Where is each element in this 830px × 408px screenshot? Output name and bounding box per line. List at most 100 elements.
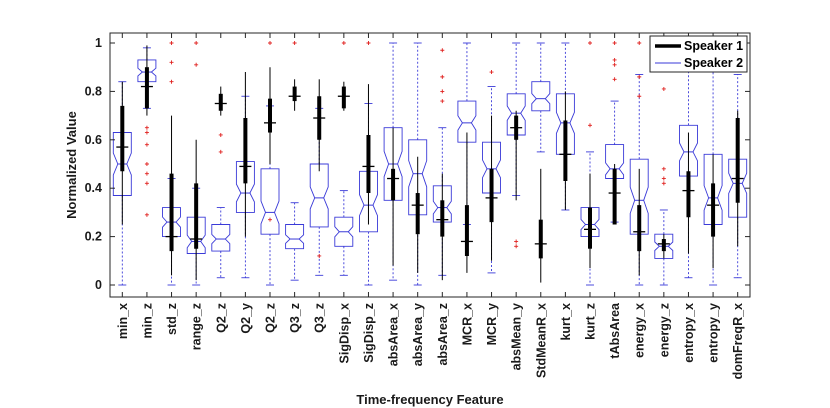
speaker2-box — [334, 216, 354, 247]
legend-label-speaker1: Speaker 1 — [684, 39, 743, 53]
plot-area — [110, 33, 750, 297]
speaker1-outlier — [144, 212, 149, 217]
speaker1-box-group — [116, 81, 129, 225]
speaker2-box-group — [654, 86, 674, 286]
speaker2-outlier — [489, 70, 494, 75]
speaker1-outlier — [144, 181, 149, 186]
speaker2-outlier — [661, 86, 666, 91]
x-tick-label: Q2_z — [214, 303, 228, 333]
speaker2-outlier — [169, 41, 174, 45]
speaker2-outlier — [612, 41, 617, 45]
x-tick-label: entropy_x — [682, 303, 696, 363]
speaker2-outlier — [292, 41, 297, 45]
speaker1-box-group — [411, 156, 424, 273]
x-tick-label: kurt_x — [559, 303, 573, 341]
y-tick-label: 1 — [95, 36, 102, 50]
speaker1-box-group — [239, 72, 252, 237]
x-tick-label: SigDisp_x — [337, 303, 351, 363]
speaker1-box-group — [731, 110, 744, 247]
speaker1-box-group — [707, 154, 720, 269]
speaker2-outlier — [637, 94, 642, 99]
x-tick-label: absArea_y — [411, 303, 425, 366]
speaker2-outlier — [366, 41, 371, 45]
x-tick-label: min_x — [116, 303, 130, 339]
y-tick-label: 0.4 — [85, 181, 102, 195]
speaker2-outlier — [514, 244, 519, 249]
speaker2-outlier — [268, 41, 272, 45]
y-tick-label: 0.6 — [85, 133, 102, 147]
speaker2-outlier — [268, 217, 272, 222]
speaker1-box-group — [460, 132, 473, 273]
speaker1-box-group — [657, 234, 670, 259]
speaker1-box-group — [534, 168, 547, 283]
x-tick-label: kurt_z — [584, 303, 598, 340]
speaker1-box-group — [584, 173, 596, 269]
speaker2-outlier — [341, 41, 346, 45]
y-tick-label: 0 — [95, 278, 102, 292]
series-layer — [112, 41, 748, 286]
speaker1-box-group — [165, 115, 178, 276]
x-tick-label: Q3_z — [313, 303, 327, 333]
speaker1-box-group — [337, 81, 350, 111]
speaker2-box — [162, 207, 181, 238]
speaker2-box — [555, 93, 575, 155]
speaker2-box — [211, 224, 231, 252]
speaker1-box-group — [313, 79, 326, 172]
speaker2-box — [260, 168, 280, 235]
legend-box — [649, 35, 748, 73]
speaker2-outlier — [588, 123, 592, 128]
speaker2-outlier — [514, 239, 519, 244]
y-tick-label: 0.8 — [85, 84, 102, 98]
speaker1-box-group — [288, 79, 301, 111]
speaker1-box-group — [214, 86, 227, 154]
speaker2-box — [728, 158, 748, 218]
speaker2-box — [137, 59, 157, 83]
speaker2-box-group — [334, 41, 354, 276]
speaker2-outlier — [612, 77, 617, 82]
legend: Speaker 1 Speaker 2 — [649, 35, 748, 73]
speaker1-box-group — [362, 84, 375, 225]
speaker1-box-group — [485, 115, 498, 261]
speaker1-box-group — [633, 168, 646, 276]
speaker2-outlier — [317, 253, 322, 258]
x-tick-label: SigDisp_z — [362, 303, 376, 363]
speaker2-box — [482, 141, 501, 194]
x-tick-label: Q3_z — [288, 303, 302, 333]
speaker2-outlier — [637, 41, 642, 45]
x-tick-label: absArea_z — [436, 303, 450, 366]
y-axis-label: Normalized Value — [64, 111, 79, 219]
axes-frame — [109, 32, 751, 298]
x-axis: min_x min_z std_z range_z Q2_z Q2_y Q2_z Q3_z Q3… — [116, 33, 745, 379]
x-tick-label: MCR_x — [460, 303, 474, 345]
x-tick-label: energy_z — [657, 303, 671, 357]
speaker2-box — [186, 216, 206, 254]
x-tick-label: Q2_y — [239, 303, 253, 334]
x-tick-label: std_z — [165, 303, 179, 335]
speaker2-box — [285, 224, 305, 250]
speaker1-outlier — [218, 132, 223, 137]
speaker2-outlier — [440, 99, 445, 104]
speaker1-outlier — [144, 125, 149, 130]
x-tick-label: entropy_y — [707, 303, 721, 363]
speaker2-outlier — [661, 181, 666, 186]
x-tick-label: domFreqR_x — [731, 303, 745, 379]
speaker2-outlier — [661, 176, 666, 181]
x-tick-label: absArea_x — [387, 303, 401, 366]
speaker2-outlier — [661, 166, 666, 171]
speaker1-box-group — [682, 132, 695, 254]
speaker2-box — [309, 163, 329, 228]
x-tick-label: absMean_y — [510, 303, 524, 370]
speaker2-outlier — [194, 62, 199, 67]
speaker2-outlier — [588, 41, 592, 45]
speaker2-box — [457, 100, 477, 143]
speaker2-box — [580, 207, 600, 238]
speaker2-outlier — [612, 62, 617, 67]
speaker2-outlier — [169, 79, 174, 84]
speaker2-box — [531, 81, 551, 112]
x-tick-label: MCR_y — [485, 303, 499, 345]
x-tick-label: StdMeanR_x — [534, 303, 548, 378]
x-tick-label: range_z — [190, 303, 204, 350]
x-tick-label: tAbsArea — [608, 302, 622, 359]
speaker1-box-group — [559, 91, 572, 210]
